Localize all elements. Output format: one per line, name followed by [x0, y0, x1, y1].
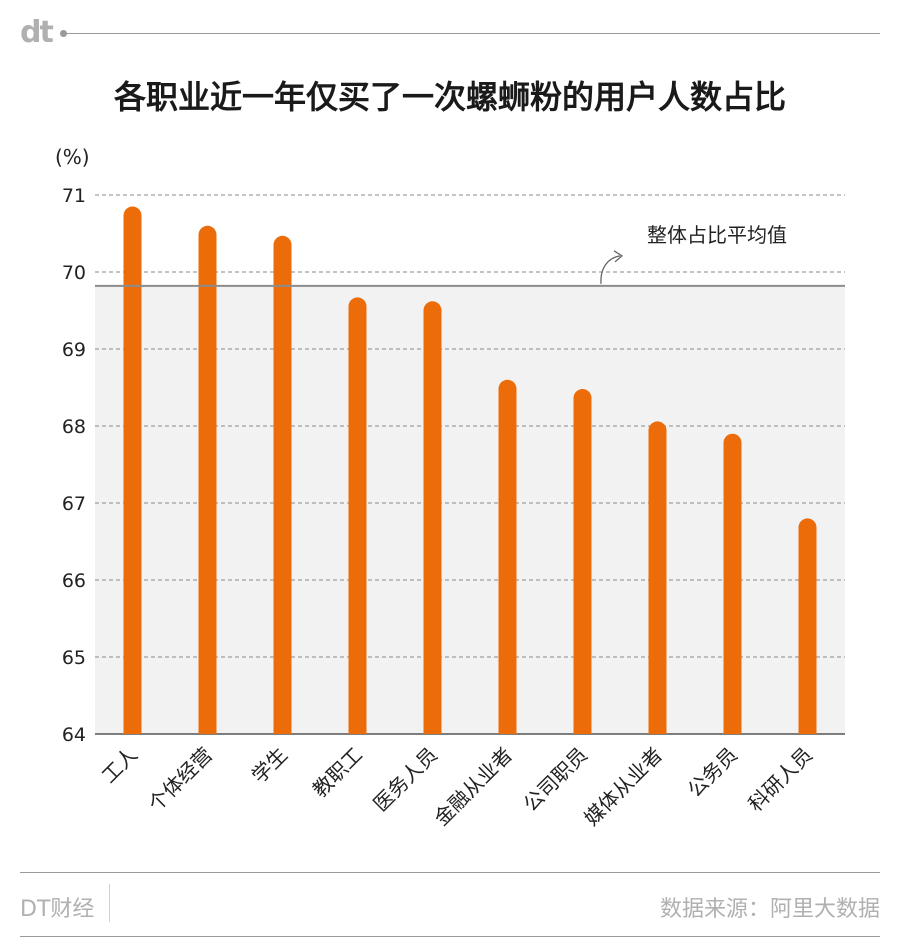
- x-tick-label: 工人: [97, 743, 142, 788]
- x-tick-label: 媒体从业者: [579, 743, 667, 831]
- y-tick-label: 71: [62, 185, 86, 207]
- y-tick-label: 69: [62, 339, 86, 361]
- dt-logo: dt: [20, 15, 54, 50]
- x-tick-label: 医务人员: [368, 743, 442, 817]
- data-source: 数据来源：阿里大数据: [659, 897, 880, 922]
- x-tick-label: 个体经营: [143, 743, 217, 817]
- bar: [798, 518, 817, 734]
- bar: [498, 379, 517, 734]
- x-tick-label: 教职工: [308, 743, 367, 802]
- chart-title: 各职业近一年仅买了一次螺蛳粉的用户人数占比: [113, 78, 786, 116]
- bar: [648, 421, 667, 734]
- bar: [273, 235, 292, 734]
- y-tick-label: 66: [62, 570, 86, 592]
- footer-separator: [109, 884, 110, 922]
- below-average-shade: [95, 285, 845, 734]
- bar-chart: 6465666768697071(%)工人 个体经营 学生 教职工 医务人员金融从业者公…: [55, 145, 845, 831]
- x-tick-label: 公务员: [683, 743, 742, 802]
- y-tick-label: 65: [62, 647, 86, 669]
- y-tick-label: 67: [62, 493, 86, 515]
- bar: [198, 225, 217, 734]
- footer-brand: DT财经: [20, 897, 95, 922]
- x-tick-label: 金融从业者: [429, 743, 517, 831]
- bar: [348, 297, 367, 734]
- bar: [123, 206, 142, 735]
- bar: [723, 433, 742, 734]
- average-annotation: 整体占比平均值: [647, 223, 787, 247]
- x-tick-label: 学生: [247, 743, 292, 788]
- bar: [423, 301, 442, 734]
- annotation-arrow: [600, 255, 621, 284]
- bar: [573, 389, 592, 734]
- footer-rule-top: [20, 872, 880, 873]
- y-tick-label: 70: [62, 262, 86, 284]
- footer-rule-bottom: [20, 936, 880, 937]
- x-tick-label: 科研人员: [743, 743, 817, 817]
- annotation-arrowhead: [613, 250, 624, 263]
- y-tick-label: 68: [62, 416, 86, 438]
- header-rule: [63, 33, 880, 34]
- x-tick-label: 公司职员: [518, 743, 592, 817]
- y-tick-label: 64: [62, 724, 86, 746]
- y-unit-label: (%): [55, 145, 90, 169]
